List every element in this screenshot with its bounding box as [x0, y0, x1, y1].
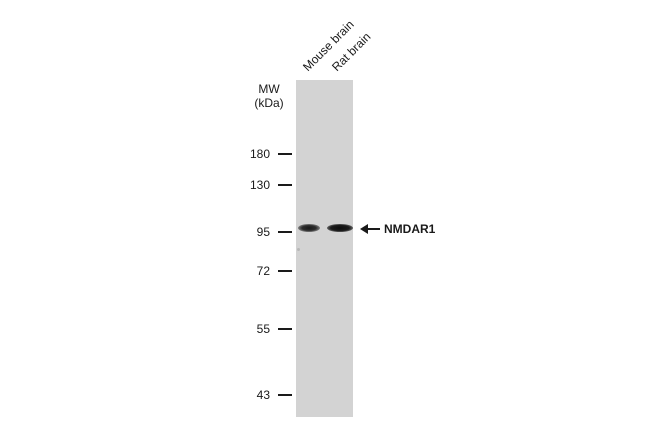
marker-130: 130 — [230, 178, 292, 192]
lane-rat-brain — [325, 80, 353, 417]
band-mouse-brain — [298, 224, 320, 232]
band-rat-brain — [327, 224, 353, 232]
left-arrow-icon — [360, 221, 380, 237]
marker-tick — [278, 153, 292, 155]
marker-72: 72 — [230, 264, 292, 278]
mw-unit-label: (kDa) — [254, 96, 284, 110]
marker-label: 72 — [256, 264, 270, 278]
marker-label: 180 — [249, 147, 270, 161]
marker-label: 130 — [249, 178, 270, 192]
mw-axis-title: MW (kDa) — [244, 82, 294, 110]
membrane-speck — [297, 248, 300, 251]
marker-label: 95 — [256, 225, 270, 239]
blot-membrane — [296, 80, 353, 417]
target-protein-label: NMDAR1 — [384, 222, 436, 236]
marker-95: 95 — [230, 225, 292, 239]
marker-label: 55 — [256, 322, 270, 336]
marker-tick — [278, 184, 292, 186]
marker-tick — [278, 394, 292, 396]
marker-43: 43 — [230, 388, 292, 402]
marker-tick — [278, 231, 292, 233]
lane-mouse-brain — [296, 80, 324, 417]
marker-55: 55 — [230, 322, 292, 336]
marker-tick — [278, 328, 292, 330]
mw-title-label: MW — [258, 82, 280, 96]
marker-tick — [278, 270, 292, 272]
marker-180: 180 — [230, 147, 292, 161]
target-annotation: NMDAR1 — [360, 221, 435, 237]
marker-label: 43 — [256, 388, 270, 402]
